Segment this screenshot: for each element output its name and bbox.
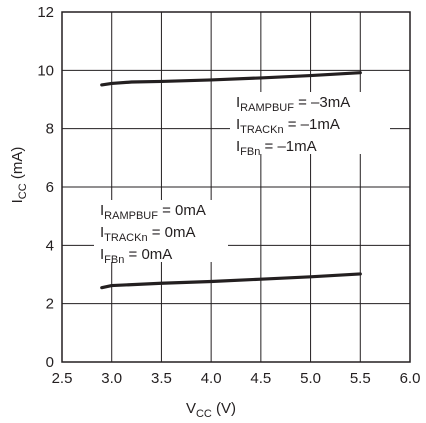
- axis-title-layer: VCC (V)ICC (mA): [9, 147, 236, 420]
- y-tick-label: 6: [46, 179, 54, 196]
- x-tick-label: 6.0: [400, 370, 421, 387]
- annotation-background: [230, 92, 390, 154]
- annotation-line: ITRACKn = –1mA: [236, 116, 340, 136]
- series-line-1: [100, 71, 362, 87]
- x-axis-symbol: V: [186, 400, 196, 417]
- tick-label-layer: 2.5 3.0 3.5 4.0 4.5 5.0 5.5 6.0 0 2 4 6 8 10 12: [37, 4, 420, 387]
- x-axis-unit: (V): [212, 400, 236, 417]
- annotation-symbol: I: [236, 94, 240, 111]
- annotation-line: IFBn = –1mA: [236, 138, 317, 158]
- annotation-symbol: I: [100, 224, 104, 241]
- annotation-symbol: I: [100, 246, 104, 263]
- x-tick-label: 5.0: [300, 370, 321, 387]
- x-tick-label: 4.5: [250, 370, 271, 387]
- y-axis-unit: (mA): [9, 147, 26, 184]
- annotation-background: [94, 200, 228, 262]
- annotation-subscript: FBn: [240, 146, 260, 158]
- y-axis-subscript: CC: [17, 183, 29, 199]
- annotation-value: = –1mA: [260, 138, 316, 155]
- y-tick-label: 12: [37, 4, 54, 21]
- annotation-symbol: I: [236, 138, 240, 155]
- y-tick-label: 10: [37, 62, 54, 79]
- annotation-value: = 0mA: [148, 224, 196, 241]
- annotation-line: IFBn = 0mA: [100, 246, 172, 266]
- annotation-value: = –3mA: [294, 94, 350, 111]
- annotation-subscript: TRACKn: [240, 124, 283, 136]
- annotation-line: IRAMPBUF = –3mA: [236, 94, 350, 114]
- x-tick-label: 5.5: [350, 370, 371, 387]
- y-tick-label: 8: [46, 121, 54, 138]
- x-axis-title: VCC (V): [186, 400, 236, 420]
- y-tick-label: 4: [46, 237, 54, 254]
- plot-frame: [61, 11, 411, 363]
- x-tick-label: 4.0: [201, 370, 222, 387]
- annotation-symbol: I: [100, 202, 104, 219]
- y-axis-title: ICC (mA): [9, 147, 29, 204]
- annotation-subscript: FBn: [104, 254, 124, 266]
- annotation-symbol: I: [236, 116, 240, 133]
- x-tick-label: 2.5: [52, 370, 73, 387]
- annotation-value: = 0mA: [124, 246, 172, 263]
- annotation-subscript: RAMPBUF: [104, 210, 158, 222]
- y-tick-label: 0: [46, 354, 54, 371]
- y-tick-label: 2: [46, 296, 54, 313]
- grid-layer: [62, 12, 410, 362]
- annotation-line: IRAMPBUF = 0mA: [100, 202, 206, 222]
- annotation-line: ITRACKn = 0mA: [100, 224, 196, 244]
- x-tick-label: 3.0: [101, 370, 122, 387]
- annotation-subscript: RAMPBUF: [240, 102, 294, 114]
- y-axis-symbol: I: [9, 199, 26, 203]
- x-axis-subscript: CC: [196, 408, 212, 420]
- x-tick-label: 3.5: [151, 370, 172, 387]
- annotation-subscript: TRACKn: [104, 232, 147, 244]
- series-layer: [100, 71, 362, 290]
- series-line-2: [100, 272, 362, 290]
- plot-border: [61, 11, 411, 363]
- annotation-value: = –1mA: [284, 116, 340, 133]
- annotation-value: = 0mA: [158, 202, 206, 219]
